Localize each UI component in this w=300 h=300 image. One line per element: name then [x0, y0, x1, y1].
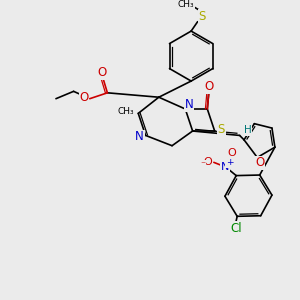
Text: CH₃: CH₃ — [118, 107, 134, 116]
Text: H: H — [244, 125, 252, 135]
Text: O: O — [79, 91, 88, 104]
Text: O: O — [255, 156, 264, 169]
Text: CH₃: CH₃ — [178, 0, 194, 9]
Text: O: O — [203, 158, 212, 167]
Text: +: + — [226, 158, 233, 167]
Text: O: O — [98, 66, 107, 79]
Text: N: N — [185, 98, 194, 111]
Text: S: S — [199, 10, 206, 23]
Text: O: O — [205, 80, 214, 93]
Text: N: N — [221, 162, 229, 172]
Text: Cl: Cl — [230, 222, 242, 235]
Text: O: O — [228, 148, 236, 158]
Text: ⁻: ⁻ — [200, 160, 205, 170]
Text: S: S — [218, 123, 225, 136]
Text: N: N — [135, 130, 144, 143]
